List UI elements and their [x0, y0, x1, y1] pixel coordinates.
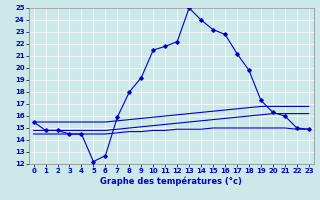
X-axis label: Graphe des températures (°c): Graphe des températures (°c) — [100, 177, 242, 186]
